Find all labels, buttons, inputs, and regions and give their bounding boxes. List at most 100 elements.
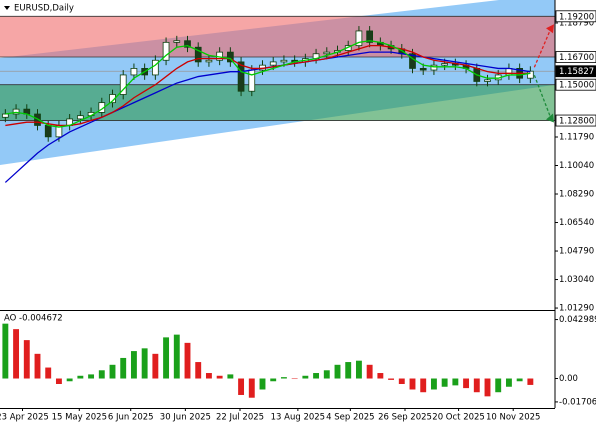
ao-bar xyxy=(130,351,137,379)
ao-bar xyxy=(516,378,523,382)
x-tick-label: 30 Jun 2025 xyxy=(160,413,211,423)
y-tick-label: -0.017064 xyxy=(559,397,596,407)
y-tick-label: 1.03040 xyxy=(559,275,594,285)
axes xyxy=(0,0,558,411)
candle-body xyxy=(119,74,127,95)
ao-bar xyxy=(280,377,287,379)
ao-bar xyxy=(66,378,73,382)
ao-bar xyxy=(355,360,362,379)
moving-average xyxy=(5,44,531,127)
candle-body xyxy=(44,125,52,138)
ao-bar xyxy=(141,348,148,379)
resistance-zone xyxy=(0,16,555,58)
indicator-pane xyxy=(2,323,534,398)
x-tick-label: 26 Sep 2025 xyxy=(378,413,432,423)
ao-bar xyxy=(334,364,341,379)
y-tick-label: 1.01290 xyxy=(559,304,594,314)
candle-body xyxy=(366,30,373,43)
x-tick-label: 23 Apr 2025 xyxy=(0,413,49,423)
price-tag xyxy=(555,114,596,127)
candle-body xyxy=(430,64,438,71)
ao-bar xyxy=(109,364,116,379)
candle-body xyxy=(77,115,84,120)
arrow-head xyxy=(546,24,554,34)
ao-bar xyxy=(345,362,352,379)
candle-body xyxy=(184,40,191,48)
ao-bar xyxy=(77,375,84,379)
y-tick-label: 1.18790 xyxy=(559,18,594,28)
candle-body xyxy=(484,79,491,82)
price-tag-label: 1.12800 xyxy=(559,117,594,127)
ao-bar xyxy=(473,378,480,393)
y-tick-label: 1.04790 xyxy=(559,247,594,257)
x-tick-label: 20 Oct 2025 xyxy=(432,413,485,423)
ao-bar xyxy=(195,362,202,379)
ao-bar xyxy=(366,364,373,379)
ao-bar xyxy=(184,342,191,379)
chart-title: EURUSD,Daily xyxy=(14,4,74,14)
x-tick-label: 13 Aug 2025 xyxy=(271,413,325,423)
ao-bar xyxy=(409,378,416,390)
candle-body xyxy=(194,46,202,63)
target-arrow xyxy=(533,75,552,119)
price-tag xyxy=(555,65,596,78)
ao-bar xyxy=(13,329,20,379)
ao-bar xyxy=(505,378,512,387)
price-tag xyxy=(555,51,596,63)
candle-body xyxy=(419,68,427,71)
ao-bar xyxy=(463,378,470,389)
y-tick-label: 0.00 xyxy=(559,374,578,384)
price-tag xyxy=(555,10,596,23)
candle-body xyxy=(227,51,234,63)
y-tick-label: 1.11790 xyxy=(559,132,594,142)
ao-bar xyxy=(388,378,395,380)
ao-bar xyxy=(441,378,448,387)
candle-body xyxy=(205,59,213,63)
candle-body xyxy=(162,41,170,61)
support-zone xyxy=(0,84,555,121)
ao-bar xyxy=(45,367,52,379)
ao-bar xyxy=(152,353,159,379)
ao-bar xyxy=(120,357,127,379)
candle-body xyxy=(173,40,181,43)
candle-body xyxy=(2,113,9,118)
ao-bar xyxy=(323,370,330,379)
price-tag-label: 1.16700 xyxy=(559,53,594,63)
ao-bar xyxy=(313,373,320,379)
ao-bar xyxy=(302,375,309,379)
labels: EURUSD,Daily AO -0.004672 1.18790 1.11790… xyxy=(0,4,596,423)
price-pane xyxy=(0,0,555,183)
ao-bar xyxy=(227,374,234,379)
ao-bar xyxy=(270,378,277,382)
price-tag-label: 1.15827 xyxy=(559,67,594,77)
candle-body xyxy=(248,69,256,92)
ao-bar xyxy=(420,378,427,393)
indicator-label: AO -0.004672 xyxy=(4,314,63,324)
price-tag-label: 1.15000 xyxy=(559,81,594,91)
ao-bar xyxy=(291,378,298,380)
price-tag-label: 1.19200 xyxy=(559,12,594,22)
x-tick-label: 15 May 2025 xyxy=(52,413,107,423)
x-tick-label: 6 Jun 2025 xyxy=(108,413,154,423)
x-tick-label: 10 Nov 2025 xyxy=(486,413,540,423)
ao-bar xyxy=(484,378,491,397)
ao-bar xyxy=(205,373,212,379)
ao-bar xyxy=(452,378,459,386)
x-tick-label: 4 Sep 2025 xyxy=(326,413,374,423)
candle-body xyxy=(130,68,138,76)
ao-bar xyxy=(98,370,105,379)
candle-body xyxy=(237,61,245,92)
ao-bar xyxy=(377,373,384,379)
ao-bar xyxy=(398,378,405,384)
candle-body xyxy=(34,113,41,126)
ao-bar xyxy=(163,337,170,379)
y-tick-label: 1.06540 xyxy=(559,218,594,228)
target-arrow xyxy=(533,28,552,68)
ao-bar xyxy=(23,340,30,379)
candle-body xyxy=(505,68,513,76)
ao-bar xyxy=(259,378,266,390)
y-tick-label: 0.042989 xyxy=(559,315,596,325)
ao-bar xyxy=(55,378,62,384)
price-tag xyxy=(555,78,596,91)
